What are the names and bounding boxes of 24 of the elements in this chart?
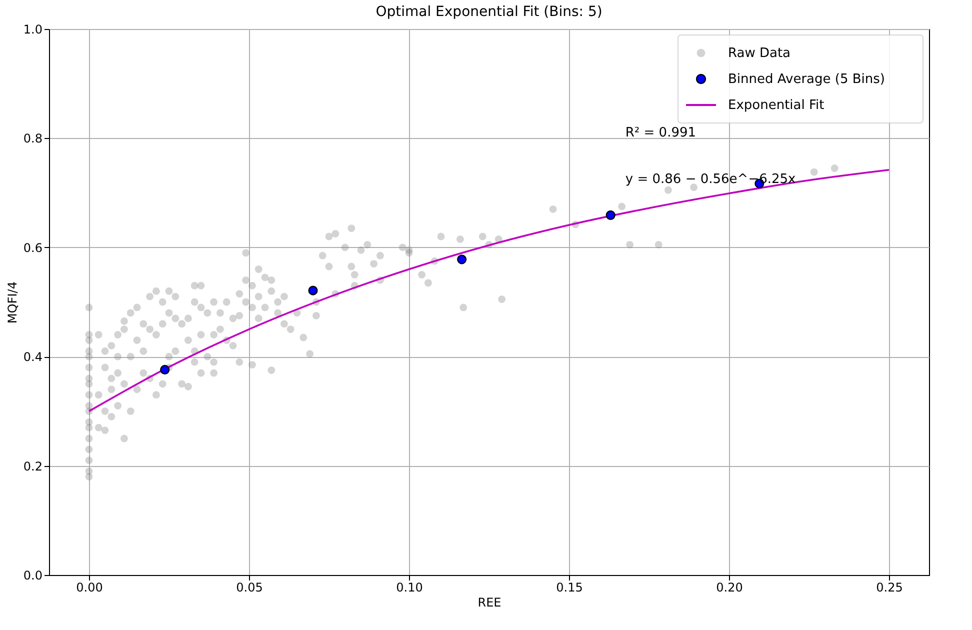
point bbox=[160, 364, 170, 374]
annotation: R² = 0.991 bbox=[625, 126, 696, 141]
legend-label: Exponential Fit bbox=[728, 98, 824, 113]
chart-title: Optimal Exponential Fit (Bins: 5) bbox=[376, 4, 602, 20]
y-tick-label: 0.0 bbox=[23, 568, 42, 582]
x-tick-label: 0.20 bbox=[716, 580, 743, 594]
x-axis-title: REE bbox=[478, 596, 502, 610]
legend-label: Raw Data bbox=[728, 46, 791, 61]
y-tick-label: 0.8 bbox=[23, 132, 42, 146]
y-tick-label: 0.2 bbox=[23, 459, 42, 474]
y-tick-label: 0.4 bbox=[23, 350, 42, 364]
x-tick-label: 0.15 bbox=[556, 580, 583, 594]
y-axis-title: MQFI/4 bbox=[5, 282, 20, 324]
point bbox=[308, 286, 318, 296]
y-tick-label: 0.6 bbox=[23, 240, 42, 255]
x-tick-label: 0.10 bbox=[396, 580, 423, 594]
point bbox=[606, 210, 616, 220]
annotation: y = 0.86 − 0.56e^−6.25x bbox=[625, 172, 796, 188]
point bbox=[457, 254, 467, 264]
x-tick-label: 0.05 bbox=[236, 580, 263, 594]
x-tick-label: 0.00 bbox=[76, 580, 103, 594]
legend-label: Binned Average (5 Bins) bbox=[728, 72, 885, 87]
x-tick-label: 0.25 bbox=[876, 580, 903, 594]
y-tick-label: 1.0 bbox=[23, 22, 42, 36]
